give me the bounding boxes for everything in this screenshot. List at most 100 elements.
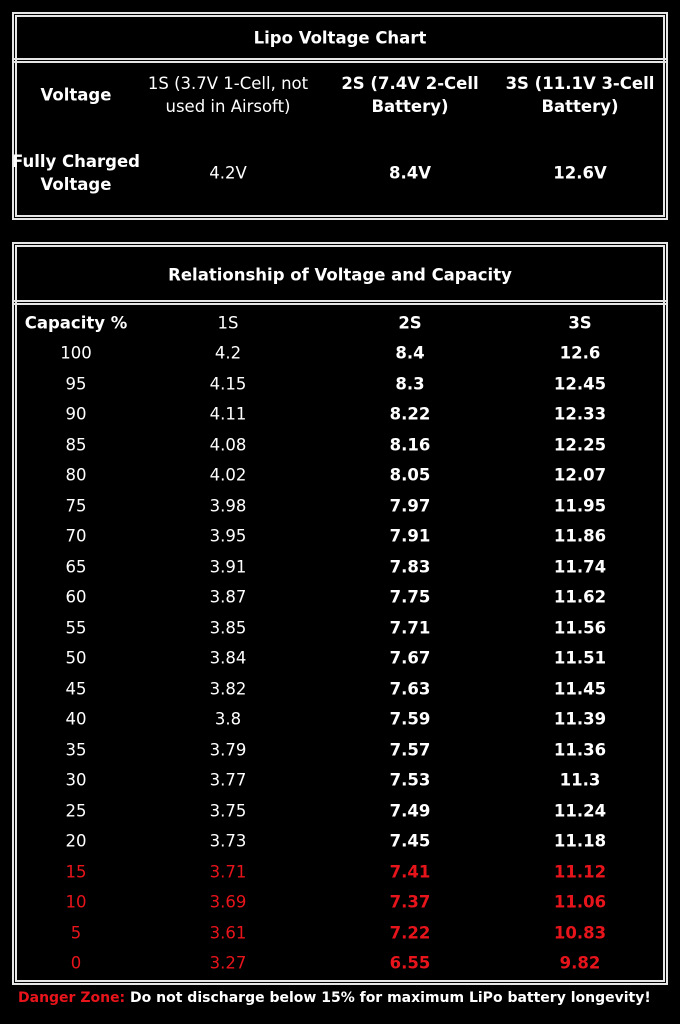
table-cell: 4.2 — [214, 343, 242, 363]
table-cell: 11.95 — [553, 496, 607, 515]
table-cell: 11.62 — [553, 587, 607, 607]
table-title: Relationship of Voltage and Capacity — [168, 265, 512, 285]
table-cell: 3S (11.1V 3-Cell Battery) — [505, 74, 655, 116]
table-cell: 65 — [65, 557, 87, 576]
table-cell: 11.39 — [553, 709, 607, 729]
table-cell: Voltage — [40, 85, 112, 105]
table-cell: 11.3 — [559, 770, 601, 790]
table-cell: 10 — [65, 892, 87, 912]
table-cell: 8.4 — [395, 343, 425, 363]
table-cell: 30 — [65, 770, 87, 790]
table-cell: 4.08 — [209, 435, 247, 454]
table-cell: 8.22 — [389, 404, 431, 424]
table-cell: 11.06 — [553, 892, 607, 912]
table-cell: 7.37 — [389, 892, 431, 912]
table-cell: 8.16 — [389, 435, 431, 454]
table-cell: 7.71 — [389, 618, 431, 637]
table-cell: 3.77 — [209, 770, 247, 790]
table-cell: 80 — [65, 465, 87, 485]
danger-label: Danger Zone: — [18, 990, 126, 1006]
table-cell: 3.87 — [209, 587, 247, 607]
table-cell: 11.12 — [553, 862, 607, 881]
table-cell: 3.8 — [214, 709, 242, 729]
table-cell: 6.55 — [389, 953, 431, 973]
table-cell: 50 — [65, 648, 87, 668]
table-cell: 3.61 — [209, 923, 247, 942]
table-cell: 7.83 — [389, 557, 431, 576]
footer: Danger Zone: Do not discharge below 15% … — [18, 990, 651, 1006]
table-cell: 11.24 — [553, 801, 607, 820]
table-cell: 60 — [65, 587, 87, 607]
table-title: Lipo Voltage Chart — [253, 28, 427, 48]
table-cell: 3.71 — [209, 862, 247, 881]
table-cell: 3.95 — [209, 526, 247, 546]
table-cell: 3.27 — [209, 953, 247, 973]
table-cell: 3S — [568, 313, 592, 333]
table-cell: 100 — [60, 343, 92, 363]
table-cell: 7.67 — [389, 648, 431, 668]
table-cell: 12.07 — [553, 465, 607, 485]
table-cell: 7.49 — [389, 801, 431, 820]
table-cell: 40 — [65, 709, 87, 729]
table-cell: 4.02 — [209, 465, 247, 485]
table-cell: 7.91 — [389, 526, 431, 546]
table-cell: 11.74 — [553, 557, 607, 576]
table-cell: 10.83 — [553, 923, 607, 942]
table-cell: 12.25 — [553, 435, 607, 454]
table-cell: 11.18 — [553, 831, 607, 851]
table-cell: 7.41 — [389, 862, 431, 881]
footer-text: Do not discharge below 15% for maximum L… — [130, 990, 651, 1006]
table-cell: 7.53 — [389, 770, 431, 790]
table-cell: 55 — [65, 618, 87, 637]
table-cell: 95 — [65, 374, 87, 393]
table-cell: 3.69 — [209, 892, 247, 912]
table-cell: 25 — [65, 801, 87, 820]
table-cell: 2S — [398, 313, 422, 333]
table-cell: 7.45 — [389, 831, 431, 851]
table-cell: 2S (7.4V 2-Cell Battery) — [341, 74, 479, 116]
table-cell: 8.4V — [389, 163, 431, 183]
table-cell: 7.75 — [389, 587, 431, 607]
table-cell: 7.22 — [389, 923, 431, 942]
table-cell: 3.79 — [209, 740, 247, 759]
table-cell: 8.05 — [389, 465, 431, 485]
table-cell: Capacity % — [24, 313, 128, 333]
table-border — [12, 242, 668, 985]
table-cell: 11.45 — [553, 679, 607, 698]
table-cell: 12.6V — [553, 163, 607, 183]
table-cell: 3.73 — [209, 831, 247, 851]
table-cell: 4.2V — [209, 163, 247, 183]
table-cell: 3.82 — [209, 679, 247, 698]
table-cell: 11.86 — [553, 526, 607, 546]
table-cell: 85 — [65, 435, 87, 454]
table-cell: 12.33 — [553, 404, 607, 424]
table-cell: 45 — [65, 679, 87, 698]
table-cell: Fully Charged Voltage — [12, 152, 140, 194]
table-cell: 3.75 — [209, 801, 247, 820]
table-cell: 7.63 — [389, 679, 431, 698]
table-cell: 3.85 — [209, 618, 247, 637]
table-cell: 75 — [65, 496, 87, 515]
table-cell: 35 — [65, 740, 87, 759]
table-cell: 15 — [65, 862, 87, 881]
table-cell: 3.84 — [209, 648, 247, 668]
table-cell: 20 — [65, 831, 87, 851]
table-border — [12, 12, 668, 220]
table-cell: 4.11 — [209, 404, 247, 424]
table-cell: 4.15 — [209, 374, 247, 393]
table-cell: 90 — [65, 404, 87, 424]
table-cell: 1S — [217, 313, 239, 333]
table-cell: 3.98 — [209, 496, 247, 515]
table-cell: 7.97 — [389, 496, 431, 515]
table-cell: 7.57 — [389, 740, 431, 759]
table-cell: 12.6 — [559, 343, 601, 363]
table-cell: 11.51 — [553, 648, 607, 668]
table-cell: 12.45 — [553, 374, 607, 393]
table-cell: 11.36 — [553, 740, 607, 759]
table-cell: 9.82 — [559, 953, 601, 973]
table-cell: 8.3 — [395, 374, 425, 393]
title-separator — [12, 58, 668, 63]
table-cell: 7.59 — [389, 709, 431, 729]
table-cell: 5 — [70, 923, 82, 942]
